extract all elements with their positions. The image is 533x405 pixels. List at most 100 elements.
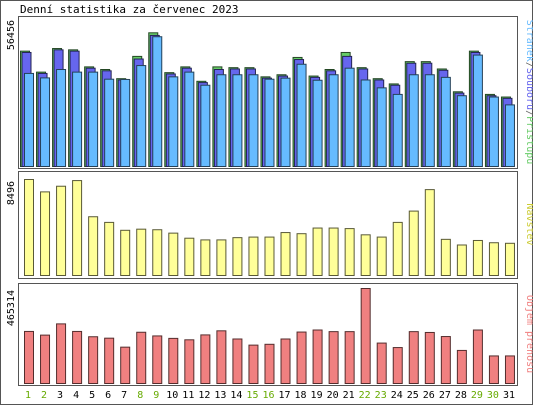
day-label-10: 10 (166, 390, 178, 401)
bar-Návštěv-4 (72, 180, 83, 276)
legend-item: Objem přenosu (524, 295, 533, 373)
bar-Stránek-30 (488, 96, 499, 167)
bar-Objem přenosu-29 (472, 329, 483, 385)
bar-Stránek-24 (392, 93, 403, 167)
day-label-11: 11 (182, 390, 194, 401)
bar-Stránek-2 (40, 77, 51, 167)
bar-Návštěv-5 (88, 216, 99, 276)
bar-Objem přenosu-2 (40, 334, 51, 384)
bar-Objem přenosu-22 (360, 288, 371, 384)
bar-Návštěv-15 (248, 236, 259, 277)
day-label-8: 8 (137, 390, 143, 401)
bar-Stránek-20 (328, 74, 339, 167)
bar-Návštěv-31 (504, 242, 515, 277)
bar-Návštěv-12 (200, 239, 211, 277)
bar-Objem přenosu-9 (152, 335, 163, 384)
day-label-16: 16 (262, 390, 274, 401)
bar-Stránek-21 (344, 67, 355, 167)
day-label-12: 12 (198, 390, 210, 401)
bar-Objem přenosu-28 (456, 349, 467, 385)
bar-Stránek-22 (360, 79, 371, 167)
bar-Objem přenosu-11 (184, 339, 195, 385)
bar-Stránek-19 (312, 79, 323, 167)
bar-Objem přenosu-3 (56, 323, 67, 384)
legend-item: Návštěv (524, 203, 533, 245)
bar-Stránek-15 (248, 74, 259, 167)
bar-Objem přenosu-19 (312, 329, 323, 385)
bar-Stránek-16 (264, 78, 275, 167)
day-label-23: 23 (375, 390, 387, 401)
bar-Stránek-11 (184, 71, 195, 167)
bar-Návštěv-16 (264, 236, 275, 277)
bar-Objem přenosu-23 (376, 342, 387, 384)
bar-Návštěv-18 (296, 233, 307, 277)
bar-Návštěv-30 (488, 242, 499, 277)
legend-item: Souborů (524, 68, 533, 110)
bar-Objem přenosu-13 (216, 330, 227, 385)
day-label-7: 7 (121, 390, 127, 401)
bar-Objem přenosu-4 (72, 330, 83, 385)
bar-Objem přenosu-12 (200, 334, 211, 384)
bar-Stránek-6 (104, 78, 115, 167)
bar-Stránek-13 (216, 74, 227, 167)
bar-Objem přenosu-10 (168, 337, 179, 385)
day-label-25: 25 (407, 390, 419, 401)
bar-Návštěv-27 (440, 238, 451, 277)
chart-title: Denní statistika za červenec 2023 (20, 3, 239, 16)
bar-Návštěv-20 (328, 227, 339, 276)
bar-Návštěv-23 (376, 236, 387, 277)
day-label-26: 26 (423, 390, 435, 401)
bar-Stránek-28 (456, 95, 467, 167)
bar-Stránek-10 (168, 76, 179, 167)
bar-Objem přenosu-15 (248, 344, 259, 384)
bar-Objem přenosu-30 (488, 355, 499, 384)
bar-Návštěv-24 (392, 221, 403, 276)
bar-Návštěv-25 (408, 210, 419, 276)
bar-Návštěv-6 (104, 221, 115, 276)
bar-Objem přenosu-14 (232, 338, 243, 385)
bar-Stránek-27 (440, 76, 451, 167)
bar-Návštěv-8 (136, 228, 147, 276)
y-max-label-transfer: 465314 (6, 290, 17, 326)
bar-Objem přenosu-20 (328, 331, 339, 385)
bar-Návštěv-17 (280, 232, 291, 277)
bar-Stránek-31 (504, 104, 515, 167)
day-label-24: 24 (391, 390, 403, 401)
bar-Návštěv-22 (360, 234, 371, 277)
bar-Návštěv-14 (232, 237, 243, 277)
day-label-1: 1 (25, 390, 31, 401)
day-label-20: 20 (327, 390, 339, 401)
bar-Návštěv-7 (120, 229, 131, 276)
bar-Objem přenosu-27 (440, 336, 451, 384)
bar-Stránek-4 (72, 71, 83, 167)
day-label-18: 18 (295, 390, 307, 401)
day-label-3: 3 (57, 390, 63, 401)
bar-Objem přenosu-5 (88, 336, 99, 384)
bar-Návštěv-2 (40, 191, 51, 277)
y-max-label-hits: 56456 (6, 20, 17, 50)
legend-item: Přístupů (524, 116, 533, 164)
y-max-label-visits: 8496 (6, 181, 17, 205)
bar-Návštěv-1 (24, 179, 34, 276)
bar-Návštěv-26 (424, 189, 435, 277)
bar-Stránek-26 (424, 74, 435, 167)
bar-Objem přenosu-6 (104, 337, 115, 385)
bar-Stránek-12 (200, 84, 211, 167)
bar-Objem přenosu-24 (392, 347, 403, 384)
day-label-19: 19 (311, 390, 323, 401)
day-label-5: 5 (89, 390, 95, 401)
day-label-27: 27 (439, 390, 451, 401)
bar-Návštěv-11 (184, 237, 195, 277)
bar-Objem přenosu-25 (408, 331, 419, 385)
bar-Objem přenosu-31 (504, 355, 515, 384)
day-label-15: 15 (246, 390, 258, 401)
day-label-9: 9 (153, 390, 159, 401)
bar-Objem přenosu-26 (424, 331, 435, 384)
legend-visits: Návštěv (524, 203, 533, 245)
legend-transfer: Objem přenosu (524, 295, 533, 373)
bar-Návštěv-29 (472, 239, 483, 277)
day-label-29: 29 (471, 390, 483, 401)
bar-Stránek-8 (136, 65, 147, 167)
day-label-4: 4 (73, 390, 79, 401)
